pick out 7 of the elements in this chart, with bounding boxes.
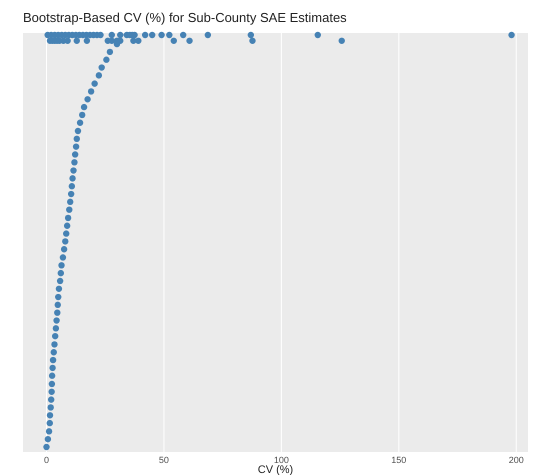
chart-title: Bootstrap-Based CV (%) for Sub-County SAE Estimates	[23, 10, 348, 25]
x-tick-label: 200	[508, 455, 524, 465]
x-axis-title: CV (%)	[258, 464, 294, 475]
x-tick-label: 100	[274, 455, 289, 465]
x-tick-label: 0	[44, 455, 49, 465]
x-tick-label: 50	[158, 455, 169, 465]
x-tick-label: 150	[391, 455, 406, 465]
